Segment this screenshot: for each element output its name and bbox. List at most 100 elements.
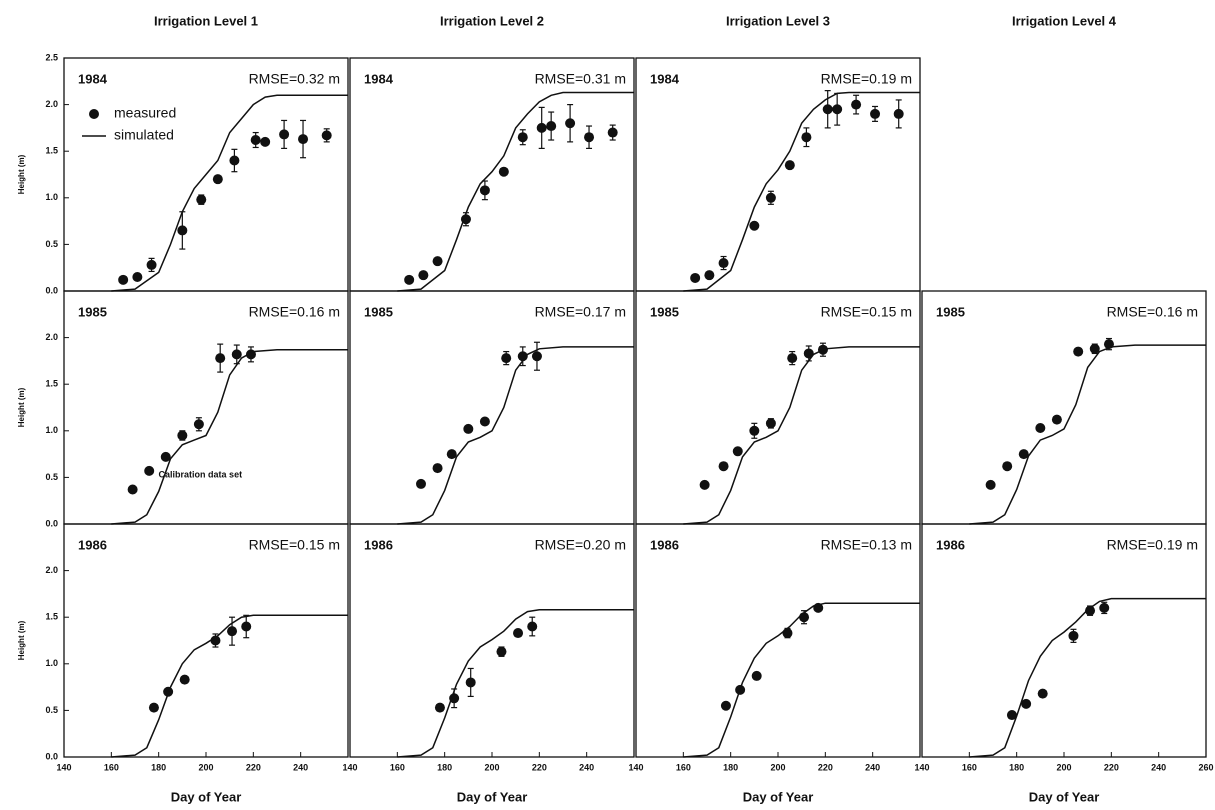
measured-point bbox=[434, 702, 445, 713]
measured-point bbox=[118, 274, 129, 285]
measured-point bbox=[749, 220, 760, 231]
y-tick-label: 0.5 bbox=[45, 705, 58, 715]
panel-frame bbox=[635, 523, 921, 758]
measured-point bbox=[479, 185, 490, 196]
y-tick-label: 0.0 bbox=[45, 518, 58, 528]
x-tick-label: 160 bbox=[390, 762, 405, 772]
year-label: 1985 bbox=[936, 304, 965, 319]
x-tick-label: 140 bbox=[914, 762, 929, 772]
note: Calibration data set bbox=[159, 469, 243, 479]
rmse-annotation: RMSE=0.19 m bbox=[1107, 537, 1198, 553]
measured-point bbox=[584, 132, 595, 143]
measured-point bbox=[144, 465, 155, 476]
measured-point bbox=[215, 353, 226, 364]
x-tick-label: 140 bbox=[342, 762, 357, 772]
measured-point bbox=[718, 461, 729, 472]
measured-point bbox=[418, 270, 429, 281]
measured-point bbox=[536, 122, 547, 133]
measured-point bbox=[749, 425, 760, 436]
measured-point bbox=[822, 104, 833, 115]
simulated-line bbox=[111, 94, 348, 292]
x-tick-label: 240 bbox=[1151, 762, 1166, 772]
measured-point bbox=[531, 351, 542, 362]
measured-point bbox=[498, 166, 509, 177]
y-tick-label: 1.0 bbox=[45, 192, 58, 202]
panel: 1985 RMSE=0.16 m bbox=[921, 290, 1207, 525]
x-tick-label: 220 bbox=[532, 762, 547, 772]
simulated-line bbox=[397, 346, 634, 525]
measured-point bbox=[690, 272, 701, 283]
panel: 1985 RMSE=0.17 m bbox=[349, 290, 635, 525]
y-tick-label: 1.5 bbox=[45, 379, 58, 389]
measured-point bbox=[1037, 688, 1048, 699]
column-title: Irrigation Level 2 bbox=[440, 13, 544, 28]
rmse-annotation: RMSE=0.13 m bbox=[821, 537, 912, 553]
x-tick-label: 220 bbox=[1104, 762, 1119, 772]
measured-point bbox=[1035, 423, 1046, 434]
x-tick-label: 160 bbox=[104, 762, 119, 772]
measured-point bbox=[501, 353, 512, 364]
x-tick-label: 200 bbox=[770, 762, 785, 772]
x-tick-label: 240 bbox=[579, 762, 594, 772]
measured-point bbox=[177, 225, 188, 236]
measured-point bbox=[704, 270, 715, 281]
measured-point bbox=[227, 626, 238, 637]
measured-point bbox=[321, 130, 332, 141]
y-tick-label: 0.5 bbox=[45, 239, 58, 249]
x-tick-label: 260 bbox=[1198, 762, 1213, 772]
measured-point bbox=[782, 628, 793, 639]
y-tick-label: 0.0 bbox=[45, 285, 58, 295]
measured-point bbox=[799, 612, 810, 623]
x-tick-label: 140 bbox=[628, 762, 643, 772]
year-label: 1986 bbox=[78, 537, 107, 552]
measured-point bbox=[432, 463, 443, 474]
y-tick-label: 0.0 bbox=[45, 751, 58, 761]
measured-point bbox=[1089, 343, 1100, 354]
year-label: 1984 bbox=[650, 71, 680, 86]
column-title: Irrigation Level 4 bbox=[1012, 13, 1117, 28]
measured-point bbox=[765, 192, 776, 203]
y-axis-label: Height (m) bbox=[17, 154, 26, 194]
x-axis-label: Day of Year bbox=[743, 789, 814, 804]
simulated-line bbox=[969, 344, 1206, 525]
measured-point bbox=[160, 451, 171, 462]
x-tick-label: 160 bbox=[676, 762, 691, 772]
x-tick-label: 240 bbox=[865, 762, 880, 772]
measured-point bbox=[404, 274, 415, 285]
measured-point bbox=[465, 677, 476, 688]
measured-point bbox=[784, 160, 795, 171]
year-label: 1986 bbox=[936, 537, 965, 552]
rmse-annotation: RMSE=0.32 m bbox=[249, 71, 340, 87]
measured-point bbox=[132, 272, 143, 283]
measured-point bbox=[260, 136, 271, 147]
x-tick-label: 180 bbox=[437, 762, 452, 772]
measured-point bbox=[517, 132, 528, 143]
simulated-line bbox=[683, 346, 920, 525]
simulated-line bbox=[397, 91, 634, 292]
simulated-line bbox=[683, 602, 920, 758]
measured-point bbox=[298, 134, 309, 145]
y-tick-label: 2.0 bbox=[45, 565, 58, 575]
measured-point bbox=[985, 479, 996, 490]
panel: 0.0 0.5 1.0 1.5 2.0 140 160 180 200 220 240 Day of … bbox=[17, 523, 349, 804]
panel: 1984 RMSE=0.31 m bbox=[349, 57, 635, 292]
measured-point bbox=[231, 349, 242, 360]
measured-point bbox=[229, 155, 240, 166]
simulated-line bbox=[111, 614, 348, 758]
measured-point bbox=[179, 674, 190, 685]
rmse-annotation: RMSE=0.19 m bbox=[821, 71, 912, 87]
x-tick-label: 200 bbox=[1056, 762, 1071, 772]
legend-label: simulated bbox=[114, 127, 174, 143]
measured-point bbox=[148, 702, 159, 713]
measured-point bbox=[765, 418, 776, 429]
measured-point bbox=[513, 628, 524, 639]
measured-point bbox=[1002, 461, 1013, 472]
y-tick-label: 1.5 bbox=[45, 612, 58, 622]
measured-point bbox=[751, 670, 762, 681]
measured-point bbox=[177, 430, 188, 441]
panel: 140 160 180 200 220 240 260 Day of Year 1986 RMSE… bbox=[914, 523, 1214, 804]
measured-point bbox=[718, 258, 729, 269]
measured-point bbox=[196, 194, 207, 205]
panel-frame bbox=[63, 523, 349, 758]
rmse-annotation: RMSE=0.16 m bbox=[249, 304, 340, 320]
